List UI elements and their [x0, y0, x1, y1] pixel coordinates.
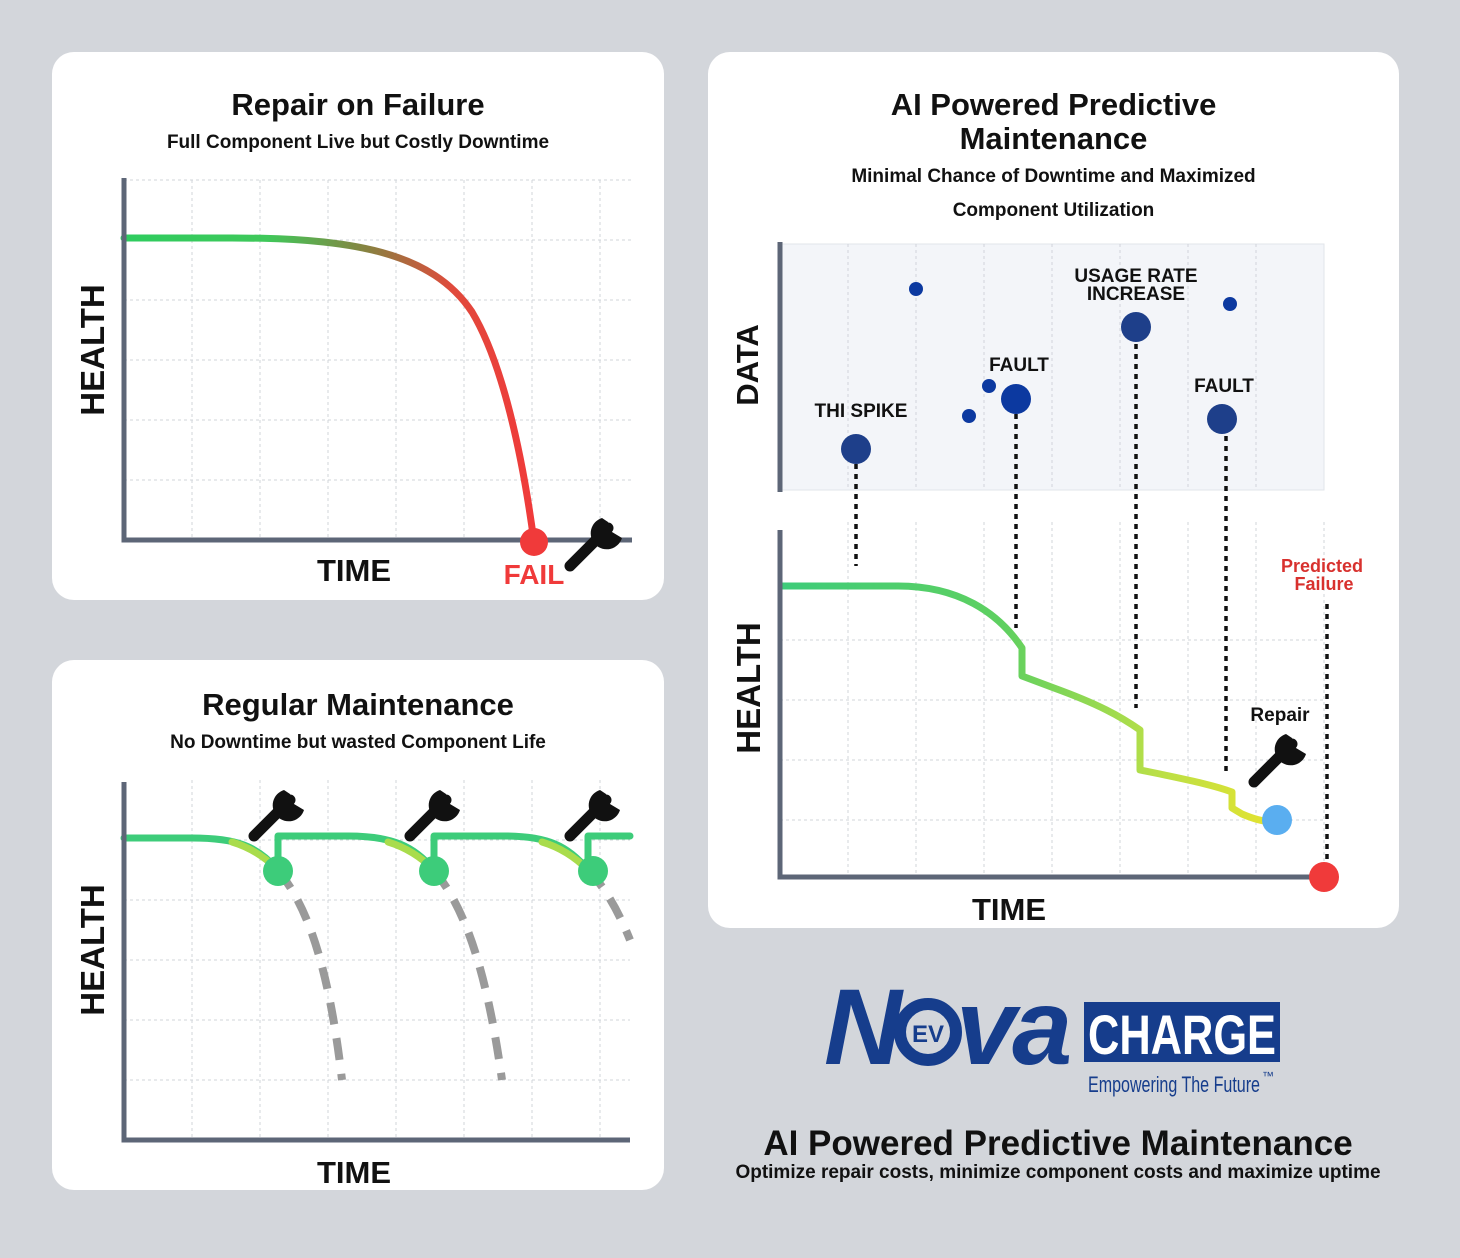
y-axis-label: HEALTH — [730, 622, 767, 753]
x-axis-label: TIME — [972, 892, 1046, 927]
novacharge-logo: N EV va CHARGE Empowering The Future ™ — [824, 966, 1284, 1100]
logo-charge-box — [1084, 1002, 1280, 1062]
panel-title: Repair on Failure — [231, 87, 485, 122]
fail-label: FAIL — [504, 559, 565, 590]
data-grid — [847, 244, 1257, 490]
predicted-failure-point — [1309, 862, 1339, 892]
predicted-failure-label-line2: Failure — [1294, 574, 1353, 594]
event-label-fault: FAULT — [989, 355, 1049, 376]
event-label-usage-line1: USAGE RATE — [1074, 266, 1197, 287]
regular-chart: HEALTH TIME — [74, 780, 634, 1190]
data-point — [962, 409, 976, 423]
panel-title-line2: Maintenance — [959, 121, 1148, 156]
footer-title: AI Powered Predictive Maintenance — [763, 1124, 1353, 1163]
health-curve — [120, 234, 538, 546]
axes — [121, 782, 630, 1143]
axes — [121, 178, 632, 543]
repair-point — [1262, 805, 1292, 835]
grid — [124, 179, 632, 540]
predicted-failure-label-line1: Predicted — [1281, 556, 1363, 576]
logo-ev: EV — [912, 1021, 944, 1048]
panel-title-line1: AI Powered Predictive — [890, 87, 1217, 122]
panel-subtitle: Full Component Live but Costly Downtime — [166, 132, 550, 153]
event-label-thi-spike: THI SPIKE — [815, 401, 908, 422]
maintenance-point-2 — [419, 856, 449, 886]
axes — [777, 530, 1324, 880]
wasted-life-curves — [274, 867, 634, 1081]
grid — [124, 780, 630, 1140]
data-point — [841, 434, 871, 464]
logo-tagline: Empowering The Future — [1088, 1072, 1260, 1097]
panel-subtitle-line2: Component Utilization — [952, 200, 1155, 221]
event-label-usage-line2: INCREASE — [1087, 284, 1185, 305]
logo-ev-ring — [894, 998, 962, 1066]
health-curve — [780, 582, 1275, 826]
data-point — [1001, 384, 1031, 414]
ai-chart: THI SPIKE FAULT USAGE RATE INCREASE FAUL… — [730, 242, 1363, 927]
event-connectors — [854, 344, 1329, 866]
fail-point — [520, 528, 548, 556]
maintenance-point-3 — [578, 856, 608, 886]
event-label-fault: FAULT — [1194, 376, 1254, 397]
data-point — [982, 379, 996, 393]
panel-subtitle-line1: Minimal Chance of Downtime and Maximized — [851, 166, 1256, 187]
wrench-icon — [1248, 734, 1306, 788]
ai-predictive-panel: AI Powered Predictive Maintenance Minima… — [708, 52, 1399, 928]
repair-on-failure-panel: Repair on Failure Full Component Live bu… — [52, 52, 664, 600]
repair-chart: HEALTH TIME FAIL — [74, 178, 632, 590]
regular-maintenance-panel: Regular Maintenance No Downtime but wast… — [52, 660, 664, 1190]
wrench-icon — [564, 518, 622, 572]
panel-subtitle: No Downtime but wasted Component Life — [170, 732, 546, 753]
data-point — [909, 282, 923, 296]
wrench-icon — [248, 790, 304, 842]
data-point — [1207, 404, 1237, 434]
data-point — [1223, 297, 1237, 311]
wrench-icon — [564, 790, 620, 842]
footer-subtitle: Optimize repair costs, minimize componen… — [735, 1162, 1381, 1183]
logo-charge: CHARGE — [1088, 1003, 1276, 1066]
data-axis-label: DATA — [730, 324, 765, 406]
repair-label: Repair — [1250, 705, 1310, 726]
y-axis-label: HEALTH — [74, 884, 111, 1015]
x-axis-label: TIME — [317, 553, 391, 588]
logo-nova-va: va — [956, 972, 1069, 1087]
logo-nova-N: N — [824, 972, 904, 1087]
data-points — [841, 282, 1237, 464]
health-grid — [780, 522, 1325, 876]
logo-tm: ™ — [1262, 1069, 1274, 1083]
y-axis-label: HEALTH — [74, 284, 111, 415]
x-axis-label: TIME — [317, 1155, 391, 1190]
maintenance-point-1 — [263, 856, 293, 886]
panel-title: Regular Maintenance — [202, 687, 514, 722]
logo-graphic: N EV va CHARGE Empowering The Future ™ — [824, 966, 1280, 1097]
wrench-icon — [404, 790, 460, 842]
health-segments — [120, 832, 634, 874]
data-point — [1121, 312, 1151, 342]
